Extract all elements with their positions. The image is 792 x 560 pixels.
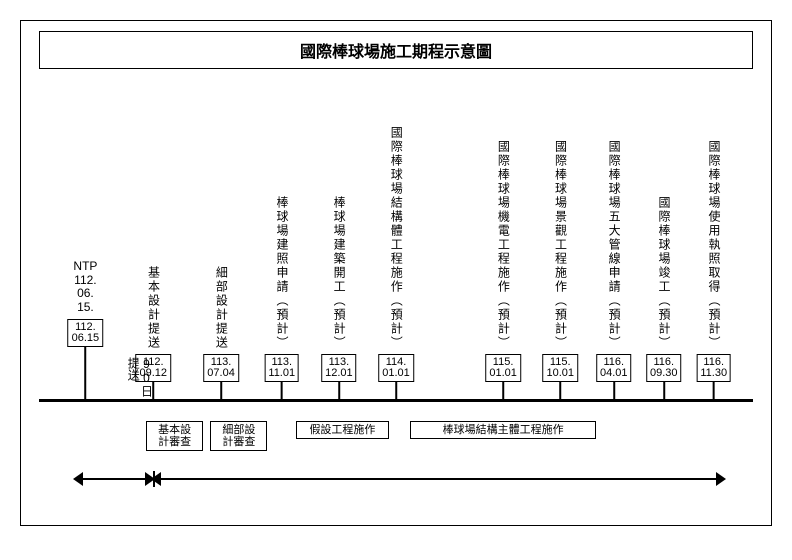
- milestone-label: 棒球場建照申請（預計）: [275, 196, 288, 350]
- milestone-m6: 國際棒球場機電工程施作（預計） 115. 01.01: [485, 140, 521, 402]
- milestone-label: 棒球場建築開工（預計）: [333, 196, 346, 350]
- phase-p0: 基本設 計審查: [146, 421, 203, 451]
- milestone-stem: [84, 347, 86, 402]
- milestone-date: 112. 06.15: [68, 319, 104, 347]
- milestone-date: 113. 12.01: [321, 354, 357, 382]
- milestone-stem: [502, 382, 504, 402]
- arrow-head-right: [716, 472, 726, 486]
- milestone-m8: 國際棒球場五大管線申請（預計） 116. 04.01: [596, 140, 632, 402]
- milestone-label: 國際棒球場機電工程施作（預計）: [497, 140, 510, 350]
- chart-title: 國際棒球場施工期程示意圖: [39, 31, 753, 69]
- chart-title-text: 國際棒球場施工期程示意圖: [300, 44, 492, 61]
- milestone-label: 細部設計提送: [215, 266, 228, 350]
- phase-p2: 假設工程施作: [296, 421, 389, 439]
- milestone-m4: 棒球場建築開工（預計） 113. 12.01: [321, 196, 357, 402]
- milestone-stem: [395, 382, 397, 402]
- milestone-date: 116. 09.30: [646, 354, 682, 382]
- milestone-label: 國際棒球場結構體工程施作（預計）: [390, 126, 403, 350]
- milestone-m7: 國際棒球場景觀工程施作（預計） 115. 10.01: [542, 140, 578, 402]
- arrow-a1: [153, 478, 724, 480]
- milestone-label: 國際棒球場竣工（預計）: [657, 196, 670, 350]
- milestone-label: 國際棒球場景觀工程施作（預計）: [554, 140, 567, 350]
- milestone-date: 116. 04.01: [596, 354, 632, 382]
- milestone-label: 基本設計提送: [147, 266, 160, 350]
- milestone-m0: NTP 112. 06. 15. 112. 06.15: [68, 260, 104, 402]
- phase-row: 基本設 計審查細部設 計審查 假設工程施作 棒球場結構主體工程施作: [39, 421, 753, 449]
- milestone-m5: 國際棒球場結構體工程施作（預計） 114. 01.01: [378, 126, 414, 402]
- milestone-date: 115. 10.01: [542, 354, 578, 382]
- milestone-date: 116. 11.30: [696, 354, 731, 382]
- phase-p3: 棒球場結構主體工程施作: [410, 421, 596, 439]
- arrow-head-left: [73, 472, 83, 486]
- milestone-stem: [220, 382, 222, 402]
- side-note: 90日 提送: [126, 357, 152, 397]
- milestone-stem: [713, 382, 715, 402]
- chart-stage: 基本設 計審查細部設 計審查 假設工程施作 棒球場結構主體工程施作 NTP 112.…: [39, 77, 753, 507]
- schedule-chart: 國際棒球場施工期程示意圖 基本設 計審查細部設 計審查 假設工程施作 棒球場結構主體…: [20, 20, 772, 526]
- milestone-stem: [559, 382, 561, 402]
- milestone-m3: 棒球場建照申請（預計） 113. 11.01: [264, 196, 299, 402]
- milestone-stem: [663, 382, 665, 402]
- milestone-date: 113. 11.01: [264, 354, 299, 382]
- milestone-label: NTP 112. 06. 15.: [68, 260, 104, 315]
- arrow-a0: [75, 478, 154, 480]
- milestone-stem: [338, 382, 340, 402]
- arrow-tick: [153, 471, 155, 487]
- milestone-m10: 國際棒球場使用執照取得（預計） 116. 11.30: [696, 140, 731, 402]
- milestone-label: 國際棒球場使用執照取得（預計）: [707, 140, 720, 350]
- milestone-date: 115. 01.01: [485, 354, 521, 382]
- milestone-label: 國際棒球場五大管線申請（預計）: [607, 140, 620, 350]
- milestone-m9: 國際棒球場竣工（預計） 116. 09.30: [646, 196, 682, 402]
- milestone-m2: 細部設計提送 113. 07.04: [203, 266, 239, 402]
- phase-p1: 細部設 計審查: [210, 421, 267, 451]
- milestone-date: 113. 07.04: [203, 354, 239, 382]
- arrow-row: [39, 469, 753, 489]
- milestone-stem: [281, 382, 283, 402]
- milestone-date: 114. 01.01: [378, 354, 414, 382]
- milestone-stem: [613, 382, 615, 402]
